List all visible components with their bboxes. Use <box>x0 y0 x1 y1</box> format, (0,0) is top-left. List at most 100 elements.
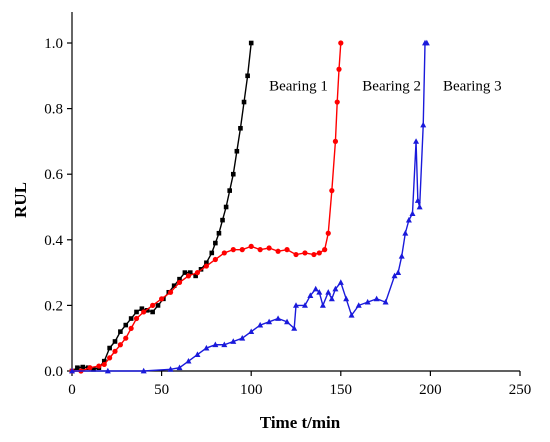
data-point <box>185 273 192 279</box>
data-point <box>177 276 182 282</box>
labels: Time t/min RUL <box>11 182 341 432</box>
series <box>69 39 430 374</box>
data-point <box>348 312 355 318</box>
data-point <box>187 270 193 275</box>
data-point <box>75 365 80 371</box>
data-point <box>203 344 210 351</box>
data-point <box>423 39 430 46</box>
data-point <box>239 335 246 341</box>
data-point <box>332 138 339 144</box>
data-point <box>167 289 174 295</box>
data-point <box>414 197 421 203</box>
annotations: Bearing 1 Bearing 2 Bearing 3 <box>269 79 502 95</box>
data-point <box>171 283 177 289</box>
data-point <box>257 321 264 328</box>
data-point <box>248 243 254 249</box>
data-point <box>139 306 145 311</box>
data-point <box>144 308 150 313</box>
data-point <box>194 351 201 357</box>
data-point <box>325 230 331 236</box>
data-point <box>311 251 317 258</box>
data-point <box>87 365 93 371</box>
data-point <box>373 295 380 302</box>
data-point <box>319 302 326 308</box>
data-point <box>128 325 134 331</box>
series-bearing-2 <box>69 40 344 374</box>
y-tick-label: 1.0 <box>44 36 63 52</box>
data-point <box>338 40 344 46</box>
data-point <box>107 355 113 361</box>
data-point <box>420 121 427 128</box>
data-point <box>257 247 263 253</box>
data-point <box>216 230 222 236</box>
data-point <box>391 272 398 279</box>
data-point <box>284 318 291 325</box>
data-point <box>150 302 156 308</box>
x-tick-label: 200 <box>419 382 442 398</box>
data-point <box>155 303 161 308</box>
data-point <box>150 309 155 315</box>
data-point <box>312 285 319 292</box>
data-point <box>133 315 140 322</box>
data-point <box>167 366 174 372</box>
data-point <box>325 289 332 295</box>
data-point <box>123 335 129 341</box>
y-axis-title: RUL <box>11 182 30 218</box>
annotation-label: Bearing 2 <box>362 79 421 95</box>
data-point <box>212 256 218 263</box>
data-point <box>230 171 236 177</box>
data-point <box>416 203 423 210</box>
x-tick-label: 250 <box>509 382 532 398</box>
data-point <box>185 357 192 364</box>
data-point <box>96 363 102 369</box>
data-point <box>227 188 232 193</box>
data-point <box>128 316 134 321</box>
data-point <box>405 216 412 223</box>
data-point <box>223 204 229 210</box>
x-tick-label: 0 <box>68 382 76 398</box>
y-tick-label: 0.4 <box>44 233 63 249</box>
data-point <box>355 302 362 308</box>
data-point <box>101 361 107 368</box>
data-point <box>221 341 228 348</box>
data-point <box>91 367 96 372</box>
data-point <box>382 298 389 305</box>
data-point <box>266 245 272 251</box>
data-point <box>230 338 237 344</box>
data-point <box>118 329 123 334</box>
data-point <box>101 358 107 364</box>
data-point <box>316 250 322 256</box>
x-tick-label: 100 <box>240 382 263 398</box>
data-point <box>69 367 75 374</box>
axes <box>71 12 520 372</box>
data-point <box>364 298 371 305</box>
data-point <box>248 328 255 335</box>
data-point <box>275 248 281 254</box>
data-point <box>194 270 201 276</box>
data-point <box>176 279 183 286</box>
data-point <box>107 345 112 351</box>
data-point <box>193 273 198 279</box>
data-point <box>302 250 308 256</box>
data-point <box>234 148 240 154</box>
data-point <box>112 348 118 354</box>
data-point <box>322 247 328 253</box>
data-point <box>301 302 308 308</box>
data-point <box>316 289 323 295</box>
data-point <box>395 269 402 275</box>
data-point <box>329 188 335 194</box>
y-tick-label: 0.8 <box>44 102 63 118</box>
ticks: 0 50 100 150 200 250 0.0 0.2 0.4 0.6 0.8 1.0 <box>44 36 531 398</box>
x-tick-label: 150 <box>330 382 353 398</box>
data-point <box>291 325 298 331</box>
data-point <box>112 339 118 344</box>
data-point <box>266 318 273 325</box>
data-point <box>293 251 299 258</box>
data-point <box>328 295 335 302</box>
data-point <box>212 341 219 348</box>
annotation-label: Bearing 3 <box>443 79 502 95</box>
data-point <box>336 66 342 72</box>
data-point <box>402 230 409 236</box>
data-point <box>307 292 314 298</box>
data-point <box>203 263 209 269</box>
